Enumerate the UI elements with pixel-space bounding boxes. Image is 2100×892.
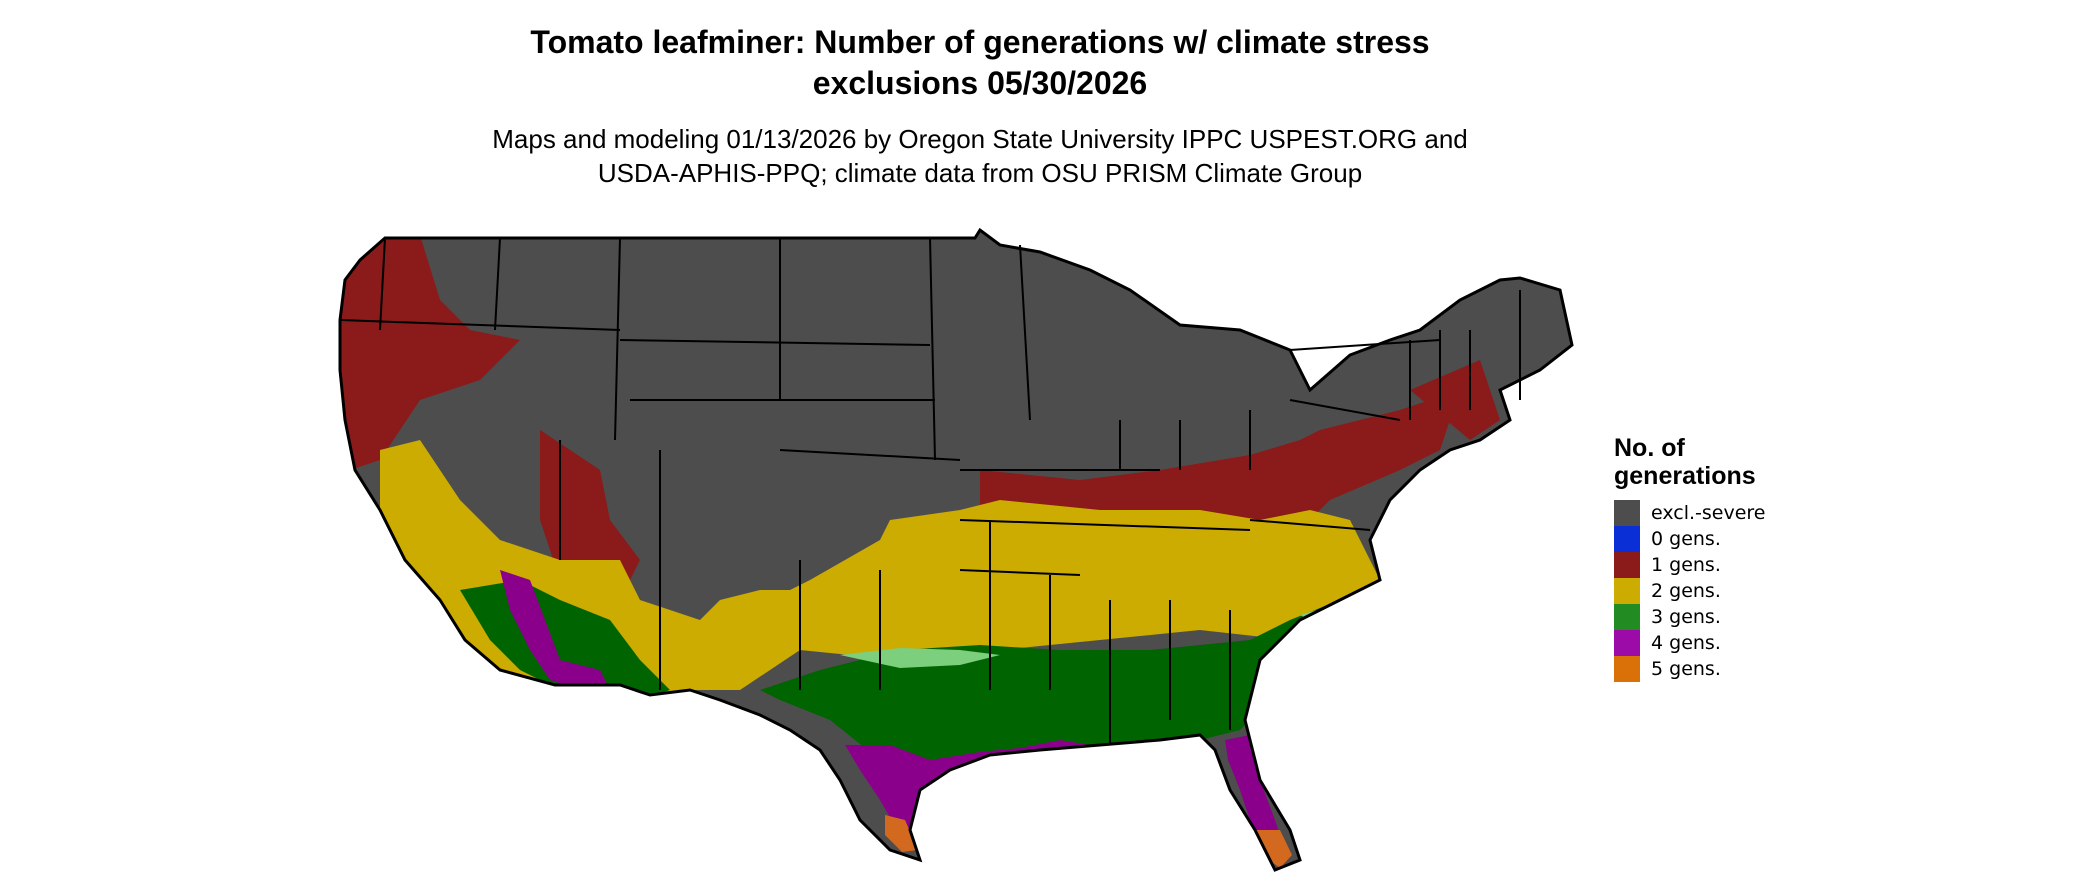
- legend-title-line-1: No. of: [1614, 434, 1685, 462]
- state-border: [494, 237, 501, 331]
- zone-5-gen: [885, 815, 1292, 868]
- map-subtitle-line-1: Maps and modeling 01/13/2026 by Oregon S…: [492, 124, 1468, 154]
- state-border: [614, 237, 621, 441]
- legend-swatch: [1614, 656, 1640, 682]
- legend-label: 0 gens.: [1651, 528, 1721, 550]
- legend-item: 2 gens.: [1614, 578, 1766, 604]
- legend-items: excl.-severe 0 gens. 1 gens. 2 gens. 3 gens.…: [1614, 500, 1766, 682]
- state-border: [929, 237, 936, 461]
- legend-swatch: [1614, 578, 1640, 604]
- legend-item: 0 gens.: [1614, 526, 1766, 552]
- map-subtitle: Maps and modeling 01/13/2026 by Oregon S…: [330, 122, 1630, 190]
- legend-title: No. of generations: [1614, 434, 1766, 490]
- legend-swatch: [1614, 552, 1640, 578]
- state-border: [779, 449, 961, 461]
- map-title-line-1: Tomato leafminer: Number of generations …: [530, 24, 1430, 60]
- state-border: [1249, 519, 1371, 531]
- zone-3-gen: [460, 580, 1370, 772]
- zone-4-gen: [500, 570, 1280, 835]
- legend-item: 4 gens.: [1614, 630, 1766, 656]
- state-border: [339, 319, 621, 331]
- state-border: [379, 237, 386, 331]
- legend-swatch: [1614, 526, 1640, 552]
- legend-label: excl.-severe: [1651, 502, 1766, 524]
- legend-item: 1 gens.: [1614, 552, 1766, 578]
- state-border: [1289, 399, 1401, 421]
- legend: No. of generations excl.-severe 0 gens. 1 …: [1614, 434, 1766, 682]
- state-border: [959, 569, 1081, 576]
- legend-label: 5 gens.: [1651, 658, 1721, 680]
- legend-label: 1 gens.: [1651, 554, 1721, 576]
- legend-label: 4 gens.: [1651, 632, 1721, 654]
- map-title-line-2: exclusions 05/30/2026: [812, 65, 1148, 101]
- zone-3-gen-fringe: [840, 590, 1370, 668]
- map-subtitle-line-2: USDA-APHIS-PPQ; climate data from OSU PR…: [597, 158, 1363, 188]
- legend-swatch: [1614, 500, 1640, 526]
- state-border: [1289, 339, 1441, 351]
- state-border: [959, 519, 1251, 531]
- legend-label: 3 gens.: [1651, 606, 1721, 628]
- legend-item: 5 gens.: [1614, 656, 1766, 682]
- zone-2-gen: [380, 440, 1380, 695]
- zone-1-gen: [340, 230, 1500, 600]
- legend-item: excl.-severe: [1614, 500, 1766, 526]
- map-title: Tomato leafminer: Number of generations …: [330, 22, 1630, 104]
- legend-swatch: [1614, 604, 1640, 630]
- legend-label: 2 gens.: [1651, 580, 1721, 602]
- legend-item: 3 gens.: [1614, 604, 1766, 630]
- state-border: [1019, 244, 1031, 421]
- state-border: [619, 339, 931, 346]
- legend-swatch: [1614, 630, 1640, 656]
- legend-title-line-2: generations: [1614, 462, 1756, 490]
